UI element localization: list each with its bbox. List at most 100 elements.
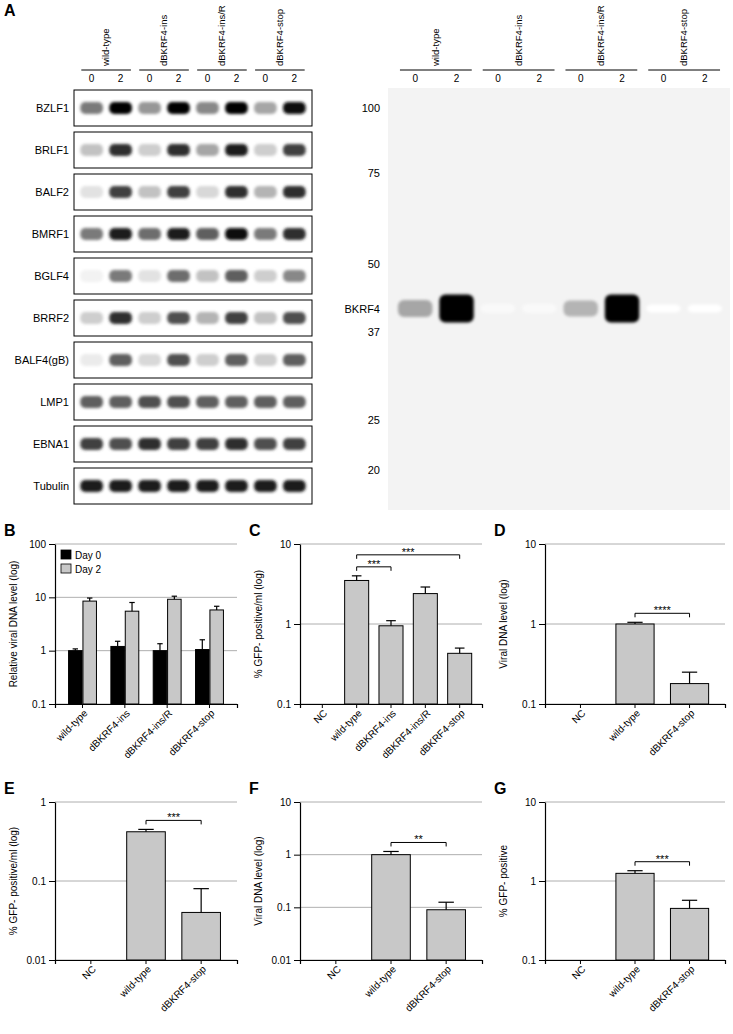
y-axis-title: % GFP- positive <box>498 844 509 917</box>
error-bar <box>627 871 642 874</box>
bar <box>670 908 708 960</box>
blot-band <box>80 102 103 114</box>
lane-time-label: 0 <box>89 73 95 84</box>
panel-label: B <box>4 522 16 539</box>
blot-band <box>196 186 219 198</box>
blot-band <box>138 270 161 282</box>
blot-band <box>80 228 103 240</box>
error-bar-stem <box>390 621 391 626</box>
blot-band <box>167 102 190 114</box>
blot-band <box>138 438 161 450</box>
chart: D0.1110NCwild-typedBKRF4-stopViral DNA l… <box>494 522 726 758</box>
error-bar-cap <box>157 643 162 644</box>
x-tick-mark <box>635 960 636 964</box>
error-bar <box>214 606 219 610</box>
blot-band <box>283 102 306 114</box>
blot-band <box>196 144 219 156</box>
blot-band <box>646 305 680 313</box>
bar <box>182 912 221 960</box>
bar <box>413 594 437 704</box>
significance-label: *** <box>167 811 181 823</box>
blot-band <box>109 354 132 366</box>
blot-band <box>225 480 248 492</box>
x-tick-label: wild-type <box>362 963 399 1000</box>
blot-band <box>225 102 248 114</box>
lane-group-underline <box>483 70 555 71</box>
blot-strip <box>74 90 312 126</box>
x-tick-label: wild-type <box>606 963 643 1000</box>
error-bar <box>193 889 208 913</box>
y-axis-title: Relative viral DNA level (log) <box>8 561 19 688</box>
x-tick: dBKRF4-stop <box>417 704 468 758</box>
x-tick: dBKRF4-ins/R <box>121 704 174 761</box>
bar <box>125 611 139 704</box>
figure: Awild-type02dBKRF4-ins02dBKRF4-ins/R02dB… <box>0 0 733 1034</box>
blot-band <box>138 396 161 408</box>
error-bar-cap <box>627 870 642 871</box>
blot-band <box>80 270 103 282</box>
x-tick-label: NC <box>570 708 588 726</box>
x-tick-mark <box>146 960 147 964</box>
lane-group-underline <box>255 70 305 71</box>
y-tick-mark <box>539 881 545 882</box>
x-tick: wild-type <box>362 960 399 1000</box>
y-tick: 0.1 <box>277 699 300 710</box>
error-bar-cap <box>115 641 120 642</box>
error-bar <box>682 900 697 908</box>
lane-group-underline <box>81 70 131 71</box>
y-axis-title: Viral DNA level (log) <box>498 579 509 668</box>
blot-band <box>283 186 306 198</box>
x-tick: NC <box>311 704 329 726</box>
blot-band <box>196 480 219 492</box>
x-tick-label: dBKRF4-ins/R <box>121 708 174 761</box>
blot-band <box>254 312 277 324</box>
blot-band <box>109 102 132 114</box>
panel-label: F <box>249 780 259 797</box>
blot-band <box>167 144 190 156</box>
blot-band <box>80 480 103 492</box>
lane-time-label: 0 <box>147 73 153 84</box>
error-bar-cap <box>200 639 205 640</box>
blot-row-label: EBNA1 <box>33 438 69 450</box>
axis-line <box>301 705 483 709</box>
y-tick-mark <box>294 960 300 961</box>
plot-marks <box>127 829 221 960</box>
y-axis: 0.010.11 <box>27 797 56 966</box>
legend-label: Day 0 <box>75 550 102 561</box>
axis-line <box>546 705 726 709</box>
y-tick-mark <box>49 544 55 545</box>
blot-band <box>283 144 306 156</box>
marker-label: 20 <box>368 464 380 476</box>
blot-strip <box>74 468 312 504</box>
y-tick: 100 <box>29 539 55 550</box>
x-tick-mark <box>459 704 460 708</box>
blot-row-label: LMP1 <box>40 396 69 408</box>
error-bar <box>73 649 78 651</box>
y-tick-mark <box>294 544 300 545</box>
y-axis-title: Viral DNA level (log) <box>253 836 264 925</box>
x-tick-label: dBKRF4-stop <box>417 707 468 758</box>
blot-row-label: BALF2 <box>35 186 69 198</box>
y-tick-label: 1 <box>285 619 291 630</box>
axis-line <box>301 961 483 965</box>
x-tick-label: wild-type <box>606 707 643 744</box>
plot-marks <box>69 596 224 704</box>
y-tick-mark <box>49 597 55 598</box>
blot-band <box>109 270 132 282</box>
blot-band <box>167 438 190 450</box>
x-tick-label: wild-type <box>117 963 154 1000</box>
blot-band <box>225 438 248 450</box>
x-tick-label: dBKRF4-stop <box>166 707 217 758</box>
legend-swatch <box>61 550 71 559</box>
error-bar-cap <box>386 620 396 621</box>
blot-band <box>196 228 219 240</box>
significance-label: **** <box>654 604 672 616</box>
blot-row-label: BZLF1 <box>36 102 69 114</box>
blot-band <box>167 396 190 408</box>
lane-time-label: 2 <box>454 73 460 84</box>
error-bar-stem <box>117 641 118 646</box>
x-tick: NC <box>325 960 343 982</box>
y-tick-mark <box>294 907 300 908</box>
blot-band <box>225 186 248 198</box>
bar <box>83 601 97 704</box>
